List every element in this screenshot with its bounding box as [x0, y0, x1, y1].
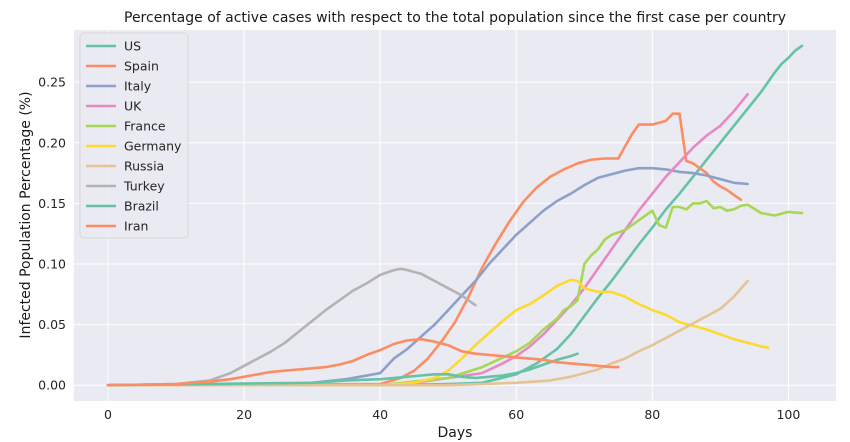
x-tick-label: 0: [104, 407, 112, 422]
legend-label-spain: Spain: [124, 59, 159, 74]
y-tick-label: 0.15: [38, 196, 66, 211]
series-lines: [106, 44, 804, 387]
y-tick-labels: 0.00 0.05 0.10 0.15 0.20 0.25: [38, 75, 66, 393]
y-tick-label: 0.20: [38, 135, 66, 150]
series-line-germany: [106, 278, 770, 387]
legend: US Spain Italy UK France Germany Russia Turkey B…: [79, 32, 189, 239]
x-tick-label: 20: [236, 407, 252, 422]
legend-label-russia: Russia: [124, 159, 164, 174]
y-tick-label: 0.00: [38, 378, 66, 393]
x-tick-label: 40: [372, 407, 388, 422]
series-line-turkey: [106, 267, 477, 387]
x-tick-label: 80: [644, 407, 660, 422]
x-tick-labels: 0 20 40 60 80 100: [104, 407, 800, 422]
y-tick-label: 0.10: [38, 256, 66, 271]
series-line-brazil: [106, 352, 579, 387]
series-line-spain: [106, 112, 743, 387]
legend-label-germany: Germany: [124, 139, 182, 154]
x-tick-label: 60: [508, 407, 524, 422]
chart-title: Percentage of active cases with respect …: [124, 10, 786, 26]
legend-label-france: France: [124, 119, 166, 134]
x-axis-label: Days: [438, 425, 473, 441]
legend-label-turkey: Turkey: [123, 179, 165, 194]
legend-label-uk: UK: [124, 99, 142, 114]
legend-label-brazil: Brazil: [124, 199, 159, 214]
series-line-italy: [106, 166, 749, 387]
series-line-russia: [106, 279, 749, 387]
series-line-france: [106, 199, 804, 387]
series-line-uk: [106, 93, 749, 387]
y-tick-label: 0.25: [38, 75, 66, 90]
legend-label-us: US: [124, 39, 141, 54]
y-axis-label: Infected Population Percentage (%): [18, 91, 34, 338]
x-tick-label: 100: [776, 407, 800, 422]
legend-label-italy: Italy: [124, 79, 152, 94]
y-tick-label: 0.05: [38, 317, 66, 332]
legend-label-iran: Iran: [124, 219, 148, 234]
series-line-iran: [106, 337, 620, 387]
plot-area: [74, 30, 836, 401]
